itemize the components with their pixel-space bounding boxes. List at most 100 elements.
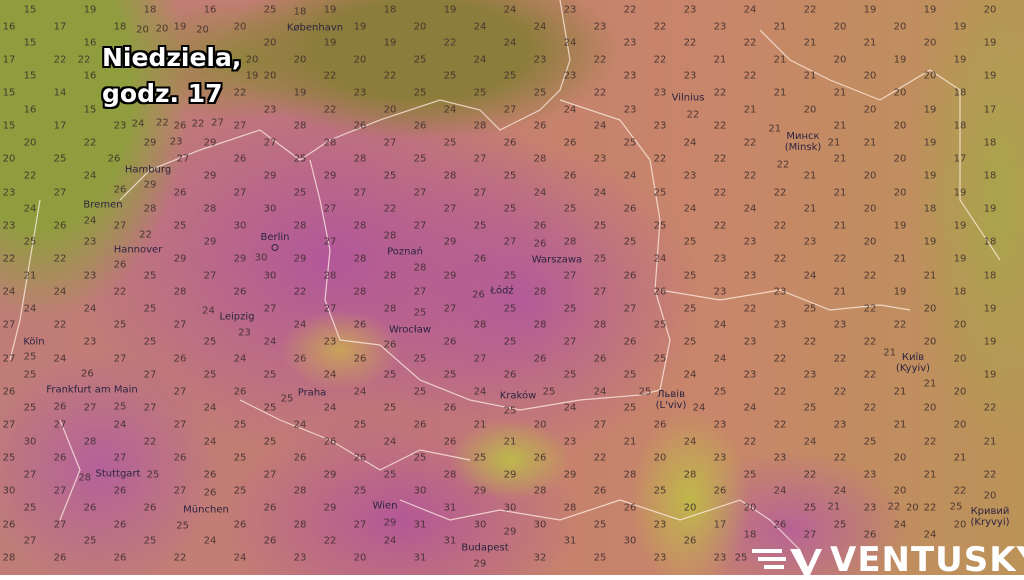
temperature-value: 22 xyxy=(803,4,817,16)
city-vilnius[interactable]: Vilnius xyxy=(672,93,705,104)
city-minsk[interactable]: Минск (Minsk) xyxy=(785,131,822,153)
temperature-value: 22 xyxy=(833,253,847,265)
city-kryvyi-rih[interactable]: Кривий (Kryvyi) xyxy=(970,506,1009,528)
temperature-value: 19 xyxy=(983,37,997,49)
temperature-value: 22 xyxy=(776,159,790,171)
temperature-value: 19 xyxy=(953,220,967,232)
temperature-value: 21 xyxy=(803,203,817,215)
temperature-value: 21 xyxy=(827,137,841,149)
brand-name: VENTUSKY xyxy=(830,540,1024,580)
temperature-value: 25 xyxy=(734,552,748,564)
city-munchen[interactable]: München xyxy=(183,505,229,516)
temperature-value: 27 xyxy=(2,419,16,431)
temperature-value: 27 xyxy=(53,187,67,199)
temperature-value: 24 xyxy=(593,187,607,199)
temperature-value: 28 xyxy=(383,270,397,282)
temperature-value: 23 xyxy=(743,369,757,381)
city-hamburg[interactable]: Hamburg xyxy=(125,165,171,176)
temperature-value: 19 xyxy=(323,37,337,49)
temperature-value: 28 xyxy=(563,236,577,248)
temperature-value: 22 xyxy=(713,187,727,199)
temperature-value: 24 xyxy=(833,485,847,497)
temperature-value: 25 xyxy=(473,220,487,232)
temperature-value: 20 xyxy=(893,120,907,132)
temperature-value: 30 xyxy=(473,519,487,531)
time-overlay-title: Niedziela, godz. 17 xyxy=(102,40,241,112)
temperature-value: 25 xyxy=(413,87,427,99)
temperature-value: 25 xyxy=(563,369,577,381)
city-lviv[interactable]: Львів (L'viv) xyxy=(656,389,687,411)
temperature-value: 23 xyxy=(563,436,577,448)
temperature-value: 26 xyxy=(473,253,487,265)
city-hannover[interactable]: Hannover xyxy=(114,245,163,256)
temperature-value: 17 xyxy=(53,120,67,132)
temperature-value: 25 xyxy=(143,303,157,315)
temperature-value: 29 xyxy=(323,502,337,514)
temperature-value: 29 xyxy=(203,236,217,248)
temperature-value: 30 xyxy=(413,485,427,497)
city-stuttgart[interactable]: Stuttgart xyxy=(96,469,141,480)
temperature-value: 22 xyxy=(443,37,457,49)
temperature-value: 25 xyxy=(353,485,367,497)
temperature-value: 29 xyxy=(293,253,307,265)
city-budapest[interactable]: Budapest xyxy=(461,543,508,554)
temperature-value: 24 xyxy=(713,319,727,331)
city-warszawa[interactable]: Warszawa xyxy=(532,255,582,266)
city-kobenhavn[interactable]: København xyxy=(287,23,343,34)
temperature-value: 27 xyxy=(563,270,577,282)
temperature-value: 27 xyxy=(443,203,457,215)
temperature-value: 22 xyxy=(653,153,667,165)
temperature-value: 23 xyxy=(713,419,727,431)
city-poznan[interactable]: Poznań xyxy=(387,247,423,258)
temperature-value: 27 xyxy=(53,419,67,431)
temperature-value: 25 xyxy=(293,153,307,165)
temperature-value: 27 xyxy=(803,529,817,541)
city-label: Bremen xyxy=(83,199,123,211)
temperature-value: 25 xyxy=(623,369,637,381)
temperature-value: 27 xyxy=(503,104,517,116)
temperature-value: 22 xyxy=(113,286,127,298)
temperature-value: 27 xyxy=(203,270,217,282)
city-berlin[interactable]: Berlin xyxy=(260,232,290,254)
city-wroclaw[interactable]: Wrocław xyxy=(389,325,431,336)
city-wien[interactable]: Wien xyxy=(373,501,398,512)
temperature-value: 14 xyxy=(53,87,67,99)
city-krakow[interactable]: Kraków xyxy=(500,391,537,402)
city-label: Łódź xyxy=(490,285,514,297)
temperature-value: 25 xyxy=(593,552,607,564)
temperature-value: 22 xyxy=(863,402,877,414)
temperature-value: 25 xyxy=(23,236,37,248)
temperature-value: 25 xyxy=(623,137,637,149)
temperature-value: 27 xyxy=(2,353,16,365)
city-praha[interactable]: Praha xyxy=(298,388,327,399)
temperature-value: 19 xyxy=(983,203,997,215)
temperature-value: 20 xyxy=(923,336,937,348)
city-label: Stuttgart xyxy=(95,468,141,480)
city-koln[interactable]: Köln xyxy=(23,337,44,348)
city-bremen[interactable]: Bremen xyxy=(83,200,122,211)
temperature-value: 27 xyxy=(53,485,67,497)
temperature-value: 24 xyxy=(563,37,577,49)
temperature-value: 26 xyxy=(113,485,127,497)
temperature-value: 22 xyxy=(833,386,847,398)
city-kyiv[interactable]: Київ (Kyyiv) xyxy=(896,352,930,374)
temperature-value: 24 xyxy=(803,436,817,448)
temperature-value: 26 xyxy=(623,502,637,514)
temperature-value: 23 xyxy=(623,37,637,49)
temperature-value: 26 xyxy=(623,270,637,282)
temperature-value: 25 xyxy=(743,469,757,481)
city-label: Кривий xyxy=(970,506,1010,517)
temperature-value: 25 xyxy=(803,502,817,514)
temperature-value: 16 xyxy=(23,104,37,116)
temperature-value: 26 xyxy=(81,368,94,380)
city-leipzig[interactable]: Leipzig xyxy=(219,312,254,323)
temperature-value: 27 xyxy=(323,236,337,248)
temperature-value: 22 xyxy=(233,87,247,99)
temperature-value: 26 xyxy=(653,286,667,298)
city-lodz[interactable]: Łódź xyxy=(490,286,513,297)
city-frankfurt[interactable]: Frankfurt am Main xyxy=(46,385,137,396)
temperature-value: 27 xyxy=(353,519,367,531)
temperature-value: 25 xyxy=(2,452,16,464)
